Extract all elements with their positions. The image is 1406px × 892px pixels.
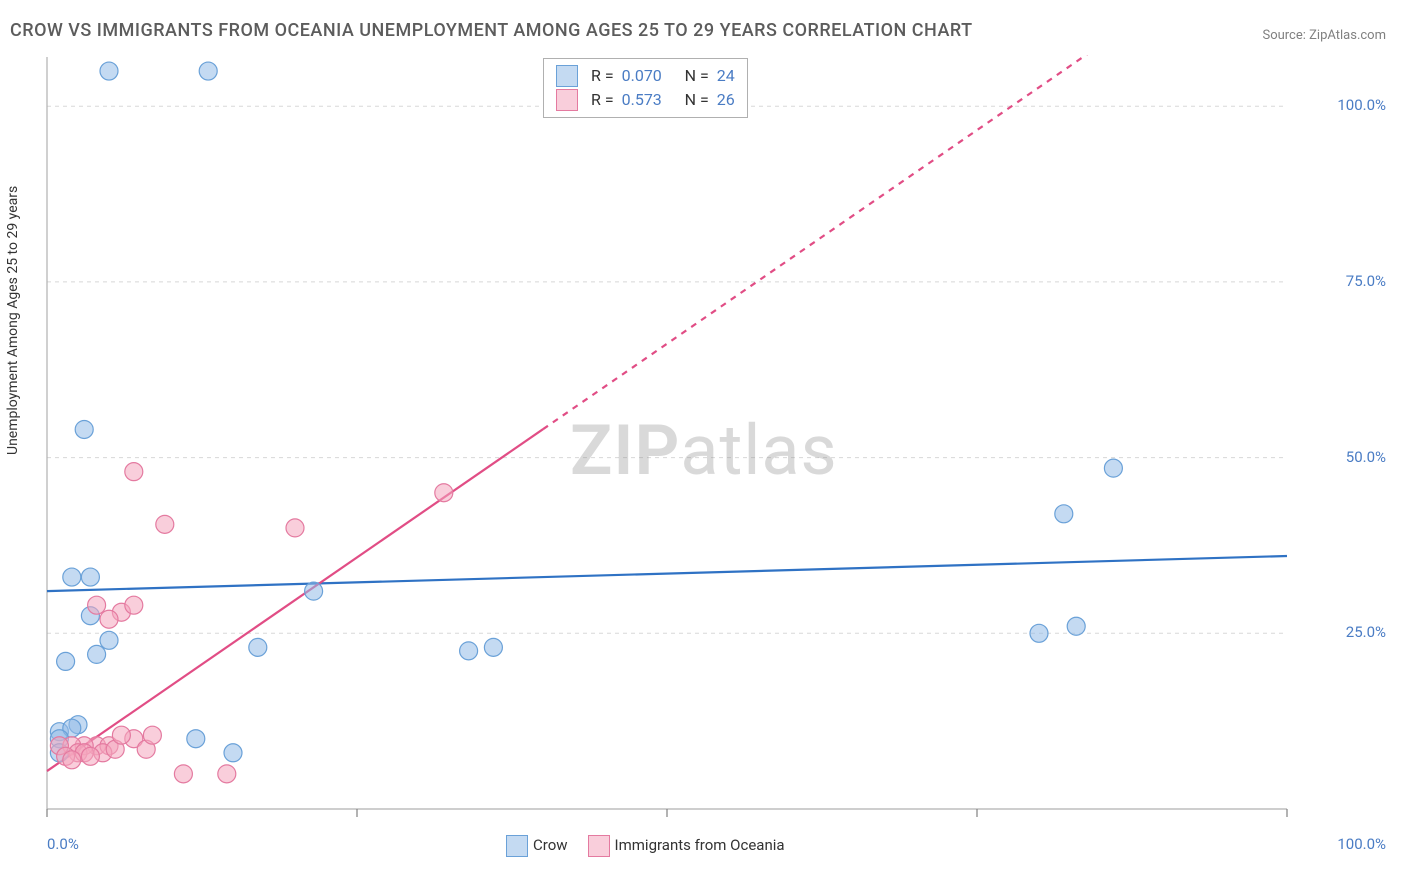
- legend-n-label: N =: [685, 64, 709, 88]
- y-axis-label: Unemployment Among Ages 25 to 29 years: [5, 186, 21, 455]
- x-tick-label: 100.0%: [1337, 835, 1386, 853]
- chart-title: CROW VS IMMIGRANTS FROM OCEANIA UNEMPLOY…: [10, 20, 973, 41]
- legend-n-value: 24: [717, 64, 735, 88]
- y-tick-label: 100.0%: [1337, 96, 1386, 114]
- series-legend-item: Immigrants from Oceania: [588, 835, 785, 857]
- x-tick-label: 0.0%: [47, 835, 79, 853]
- legend-swatch: [556, 65, 578, 87]
- legend-swatch: [556, 89, 578, 111]
- legend-row: R = 0.070 N = 24: [556, 64, 735, 88]
- legend-n-label: N =: [685, 88, 709, 112]
- y-tick-label: 50.0%: [1346, 448, 1386, 466]
- legend-r-label: R =: [591, 88, 614, 112]
- legend-n-value: 26: [717, 88, 735, 112]
- series-legend-label: Immigrants from Oceania: [615, 836, 785, 854]
- legend-r-label: R =: [591, 64, 614, 88]
- series-legend-item: Crow: [506, 835, 568, 857]
- legend-row: R = 0.573 N = 26: [556, 88, 735, 112]
- series-legend-label: Crow: [533, 836, 568, 854]
- y-tick-label: 75.0%: [1346, 272, 1386, 290]
- y-tick-label: 25.0%: [1346, 623, 1386, 641]
- correlation-legend: R = 0.070 N = 24 R = 0.573 N = 26: [543, 58, 748, 118]
- legend-swatch: [588, 835, 610, 857]
- legend-r-value: 0.573: [622, 88, 677, 112]
- legend-swatch: [506, 835, 528, 857]
- scatter-chart: [45, 55, 1345, 845]
- legend-r-value: 0.070: [622, 64, 677, 88]
- series-legend: Crow Immigrants from Oceania: [506, 835, 785, 857]
- source-label: Source: ZipAtlas.com: [1262, 28, 1386, 43]
